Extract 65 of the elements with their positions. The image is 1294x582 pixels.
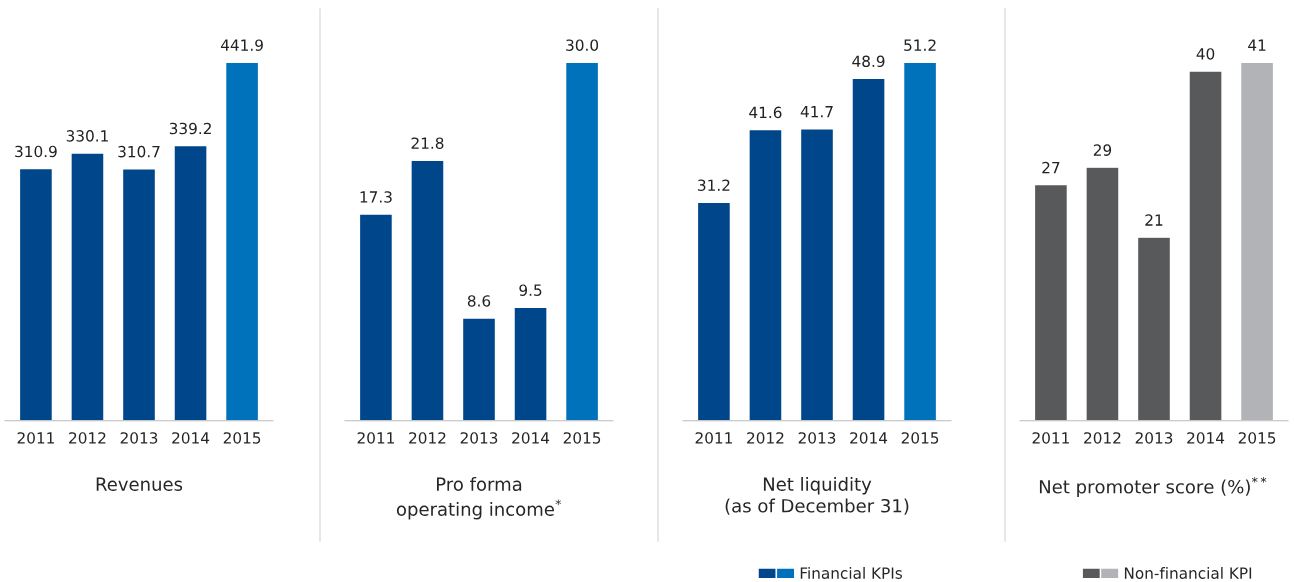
x-tick-label: 2015: [563, 432, 601, 444]
x-tick-label: 2011: [1032, 432, 1069, 444]
x-tick-label: 2013: [798, 432, 836, 444]
bar: [1136, 236, 1172, 421]
bar: [799, 128, 835, 421]
x-tick-label: 2012: [747, 432, 784, 444]
bar: [902, 61, 938, 421]
x-tick-label: 2014: [172, 432, 210, 444]
bar: [1085, 166, 1120, 421]
bar: [18, 167, 54, 421]
x-tick-label: 2014: [1187, 432, 1225, 444]
bar: [173, 144, 208, 421]
bar: [121, 167, 157, 421]
x-tick-label: 2015: [901, 432, 939, 444]
bar: [461, 317, 497, 421]
data-label: 441.9: [220, 39, 263, 51]
data-label: 51.2: [904, 39, 936, 51]
data-label: 21.8: [411, 137, 444, 149]
data-label: 41.7: [800, 106, 833, 118]
bar: [70, 152, 105, 421]
bar: [1188, 70, 1223, 421]
bar: [851, 77, 886, 421]
bar: [748, 128, 783, 421]
x-tick-label: 2012: [1084, 432, 1121, 444]
legend-label: Financial KPIs: [800, 567, 903, 579]
x-tick-label: 2014: [850, 432, 888, 444]
data-label: 21: [1145, 214, 1163, 226]
x-tick-label: 2012: [409, 432, 446, 444]
x-tick-label: 2015: [1238, 432, 1276, 444]
data-label: 27: [1042, 161, 1060, 174]
data-label: 30.0: [566, 39, 599, 51]
x-tick-label: 2013: [120, 432, 158, 444]
bar: [696, 201, 732, 421]
x-tick-label: 2011: [695, 432, 732, 444]
data-label: 310.9: [15, 145, 57, 158]
data-label: 31.2: [698, 179, 730, 191]
data-label: 41.6: [749, 106, 782, 119]
text: Net liquidity (as of December 31): [725, 477, 909, 515]
data-label: 330.1: [66, 130, 108, 142]
x-tick-label: 2014: [512, 432, 550, 444]
x-tick-label: 2011: [17, 432, 54, 444]
x-tick-label: 2013: [460, 432, 498, 444]
text: Revenues: [96, 477, 183, 491]
bar: [513, 306, 548, 421]
data-label: 41: [1248, 39, 1266, 51]
data-label: 9.5: [519, 284, 542, 296]
data-label: 339.2: [169, 122, 211, 135]
bar: [410, 159, 445, 421]
data-label: 310.7: [118, 145, 160, 158]
x-tick-label: 2012: [69, 432, 106, 444]
data-label: 29: [1093, 144, 1112, 156]
data-label: 17.3: [360, 191, 392, 203]
data-label: 8.6: [467, 295, 491, 307]
text: Pro forma operating income$^{*}$: [396, 477, 562, 520]
bar: [224, 61, 260, 421]
x-tick-label: 2015: [223, 432, 261, 444]
bar: [358, 213, 394, 421]
bar: [564, 61, 600, 421]
legend-label: Non-financial KPI: [1124, 567, 1252, 579]
data-label: 40: [1196, 48, 1215, 60]
data-label: 48.9: [852, 55, 885, 68]
text: Net promoter score (%)$^{**}$: [1039, 477, 1267, 498]
x-tick-label: 2011: [357, 432, 394, 444]
bar: [1033, 183, 1069, 421]
x-tick-label: 2013: [1135, 432, 1173, 444]
